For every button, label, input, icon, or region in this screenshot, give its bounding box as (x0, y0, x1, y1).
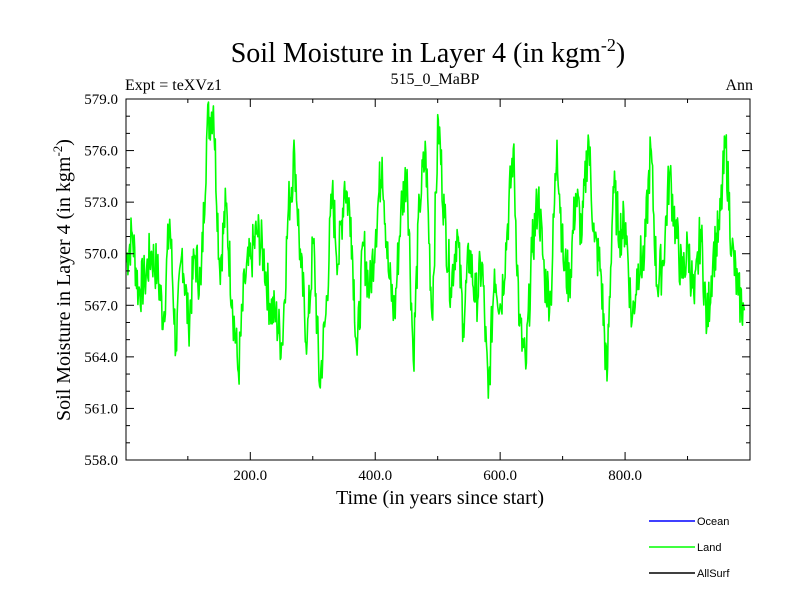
season-label: Ann (725, 77, 753, 94)
legend-label-allsurf: AllSurf (697, 568, 730, 580)
legend-label-ocean: Ocean (697, 516, 729, 528)
x-tick-label: 400.0 (358, 468, 392, 484)
y-axis: 558.0 561.0 564.0 567.0 570.0 573.0 576.0 579.0 (84, 92, 750, 469)
y-tick-label: 561.0 (84, 401, 118, 417)
line-layer (126, 101, 746, 399)
y-tick-label: 570.0 (84, 247, 118, 263)
y-tick-label: 558.0 (84, 453, 118, 469)
y-tick-label: 573.0 (84, 195, 118, 211)
x-tick-label: 800.0 (608, 468, 642, 484)
y-tick-label: 567.0 (84, 298, 118, 314)
legend-label-land: Land (697, 542, 721, 554)
period-label: 515_0_MaBP (391, 71, 480, 88)
chart-title: Soil Moisture in Layer 4 (in kgm-2) (231, 35, 626, 69)
y-axis-label: Soil Moisture in Layer 4 (in kgm-2) (50, 139, 75, 421)
y-tick-label: 564.0 (84, 350, 118, 366)
x-axis: 200.0 400.0 600.0 800.0 (187, 99, 689, 484)
y-tick-label: 576.0 (84, 144, 118, 160)
x-tick-label: 200.0 (233, 468, 267, 484)
x-tick-label: 600.0 (483, 468, 517, 484)
legend: Ocean Land AllSurf (649, 516, 730, 580)
x-axis-label: Time (in years since start) (336, 487, 544, 509)
y-tick-label: 579.0 (84, 92, 118, 108)
series-line-land (126, 101, 746, 399)
experiment-label: Expt = teXVz1 (125, 77, 222, 94)
